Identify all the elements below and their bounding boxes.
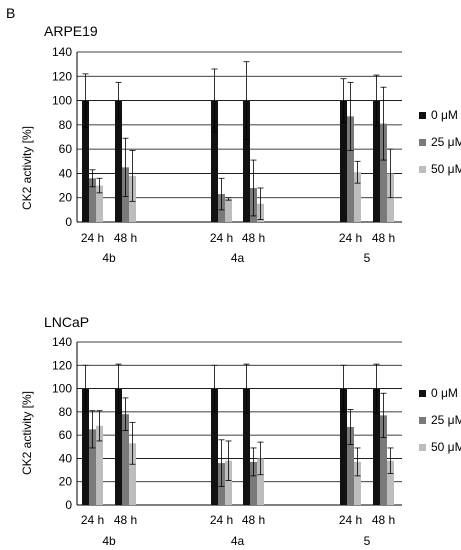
y-tick-label: 100: [52, 382, 72, 396]
bar: [115, 388, 122, 505]
bar: [340, 388, 347, 505]
chart-lncap: LNCaP CK2 activity [%] 0 20 40 60 80 100 120 14…: [20, 314, 461, 548]
bar: [122, 414, 129, 505]
panel-label: B: [6, 5, 15, 21]
bar: [225, 198, 232, 222]
legend-label: 0 μM: [431, 386, 458, 400]
chart-title: ARPE19: [44, 23, 98, 39]
group-label: 4b: [102, 534, 116, 548]
bar: [243, 100, 250, 222]
y-tick-label: 20: [59, 191, 73, 205]
legend-label: 50 μM: [431, 162, 461, 176]
x-tick-label: 24 h: [339, 231, 362, 245]
x-tick-label: 24 h: [81, 231, 104, 245]
bar: [129, 443, 136, 505]
y-tick-label: 80: [59, 405, 73, 419]
legend-swatch: [419, 390, 426, 397]
y-tick-label: 120: [52, 358, 72, 372]
bar: [373, 388, 380, 505]
bar: [257, 458, 264, 505]
y-tick-label: 0: [65, 215, 72, 229]
bar: [96, 425, 103, 505]
bar: [354, 461, 361, 505]
x-tick-label: 48 h: [114, 513, 137, 527]
y-tick-label: 40: [59, 166, 73, 180]
group-label: 4b: [102, 251, 116, 265]
bar: [225, 460, 232, 505]
x-tick-label: 48 h: [372, 231, 395, 245]
legend-swatch: [419, 139, 426, 146]
legend-swatch: [419, 417, 426, 424]
y-axis-label: CK2 activity [%]: [20, 126, 34, 210]
bar: [380, 123, 387, 222]
group-label: 4a: [231, 251, 245, 265]
legend-swatch: [419, 112, 426, 119]
bar: [373, 100, 380, 222]
bar: [347, 116, 354, 222]
y-tick-label: 140: [52, 45, 72, 59]
x-tick-label: 24 h: [210, 231, 233, 245]
y-tick-label: 140: [52, 335, 72, 349]
group-label: 4a: [231, 534, 245, 548]
x-tick-label: 48 h: [242, 513, 265, 527]
bar: [340, 100, 347, 222]
bar: [380, 415, 387, 505]
y-tick-label: 60: [59, 428, 73, 442]
y-tick-label: 0: [65, 498, 72, 512]
y-axis-label: CK2 activity [%]: [20, 391, 34, 475]
y-tick-label: 40: [59, 451, 73, 465]
x-tick-label: 24 h: [210, 513, 233, 527]
bar: [89, 178, 96, 222]
y-tick-label: 120: [52, 69, 72, 83]
x-tick-label: 48 h: [114, 231, 137, 245]
chart-title: LNCaP: [44, 314, 89, 330]
x-tick-label: 24 h: [339, 513, 362, 527]
bar: [387, 460, 394, 505]
y-tick-label: 20: [59, 475, 73, 489]
bar: [354, 172, 361, 222]
legend-swatch: [419, 166, 426, 173]
bar: [211, 100, 218, 222]
chart-arpe19: ARPE19 CK2 activity [%] 0 20 40 60 80 100 120 1…: [20, 23, 461, 265]
x-tick-label: 24 h: [81, 513, 104, 527]
legend-label: 0 μM: [431, 108, 458, 122]
y-tick-label: 100: [52, 94, 72, 108]
legend-label: 25 μM: [431, 413, 461, 427]
bar: [96, 185, 103, 222]
group-label: 5: [364, 251, 371, 265]
bar: [243, 388, 250, 505]
bar: [347, 426, 354, 505]
bar: [89, 429, 96, 505]
legend-label: 25 μM: [431, 135, 461, 149]
legend-swatch: [419, 444, 426, 451]
group-label: 5: [364, 534, 371, 548]
bar: [82, 388, 89, 505]
legend-label: 50 μM: [431, 440, 461, 454]
bar: [211, 388, 218, 505]
x-tick-label: 48 h: [372, 513, 395, 527]
y-tick-label: 60: [59, 142, 73, 156]
y-tick-label: 80: [59, 118, 73, 132]
bar: [250, 461, 257, 505]
bar: [82, 100, 89, 222]
x-tick-label: 48 h: [242, 231, 265, 245]
bar: [115, 100, 122, 222]
